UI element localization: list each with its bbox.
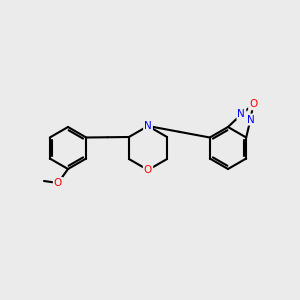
Text: O: O — [144, 165, 152, 175]
Text: O: O — [249, 99, 257, 109]
Text: N: N — [247, 115, 254, 124]
Text: N: N — [144, 121, 152, 131]
Text: N: N — [238, 109, 245, 119]
Text: O: O — [54, 178, 62, 188]
